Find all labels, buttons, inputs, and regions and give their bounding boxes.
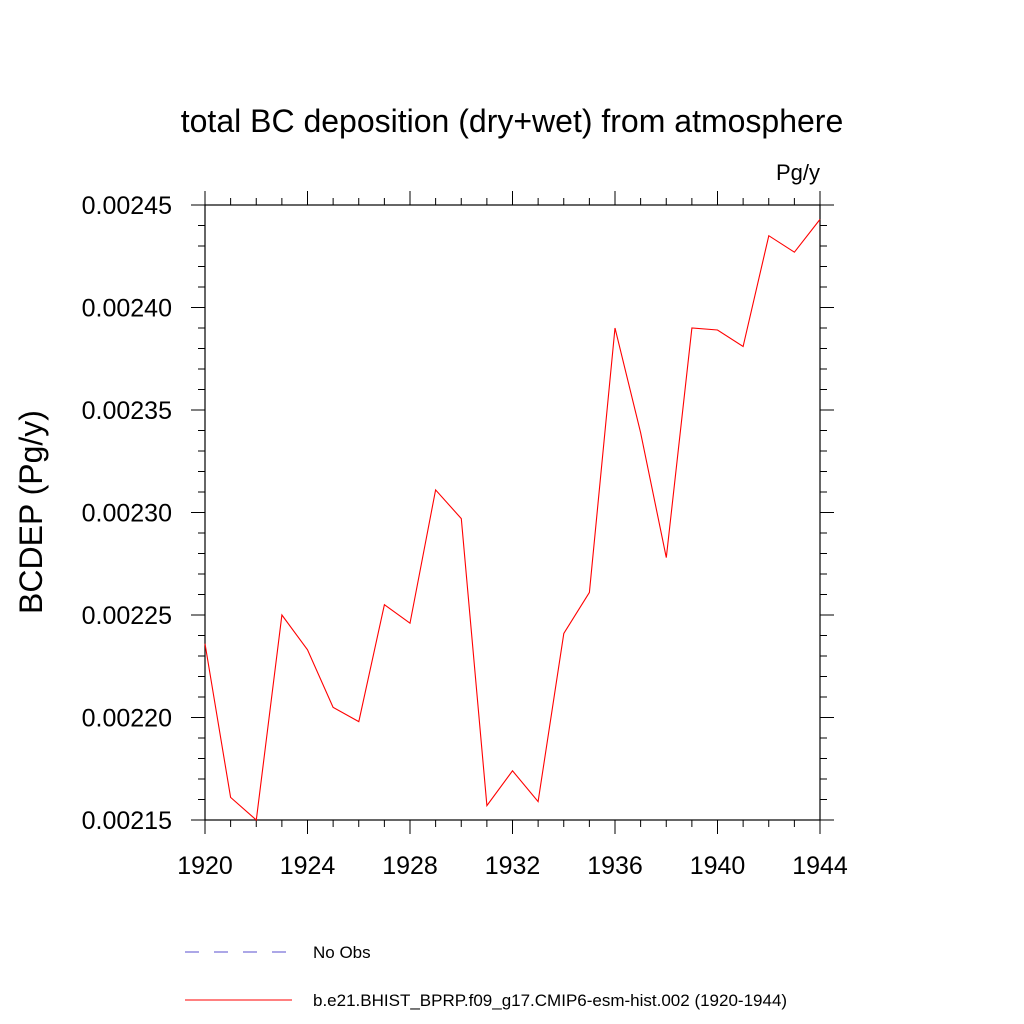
x-tick-label: 1920: [177, 852, 233, 880]
x-tick-label: 1936: [587, 852, 643, 880]
x-tick-label: 1928: [382, 852, 438, 880]
x-axis-tick-labels: 1920 1924 1928 1932 1936 1940 1944: [177, 852, 848, 880]
y-tick-label: 0.00230: [82, 500, 172, 528]
x-tick-label: 1940: [690, 852, 746, 880]
y-tick-label: 0.00245: [82, 192, 172, 220]
x-tick-label: 1932: [485, 852, 541, 880]
plot-frame: [204, 204, 821, 821]
units-label: Pg/y: [776, 160, 820, 185]
x-tick-label: 1944: [792, 852, 848, 880]
y-tick-label: 0.00225: [82, 602, 172, 630]
legend: No Obs b.e21.BHIST_BPRP.f09_g17.CMIP6-es…: [185, 943, 787, 1010]
series-group: [204, 219, 821, 822]
y-tick-label: 0.00215: [82, 807, 172, 835]
series-line: [204, 219, 821, 822]
y-tick-label: 0.00235: [82, 397, 172, 425]
y-axis-ticks: [191, 204, 834, 821]
chart-title: total BC deposition (dry+wet) from atmos…: [181, 103, 844, 139]
legend-label-model: b.e21.BHIST_BPRP.f09_g17.CMIP6-esm-hist.…: [313, 991, 787, 1010]
x-axis-ticks: [204, 191, 821, 834]
legend-label-no-obs: No Obs: [313, 943, 371, 962]
x-tick-label: 1924: [280, 852, 336, 880]
y-axis-tick-labels: 0.00215 0.00220 0.00225 0.00230 0.00235 0.002…: [82, 192, 172, 835]
y-tick-label: 0.00240: [82, 295, 172, 323]
y-axis-label: BCDEP (Pg/y): [13, 410, 49, 614]
y-tick-label: 0.00220: [82, 705, 172, 733]
